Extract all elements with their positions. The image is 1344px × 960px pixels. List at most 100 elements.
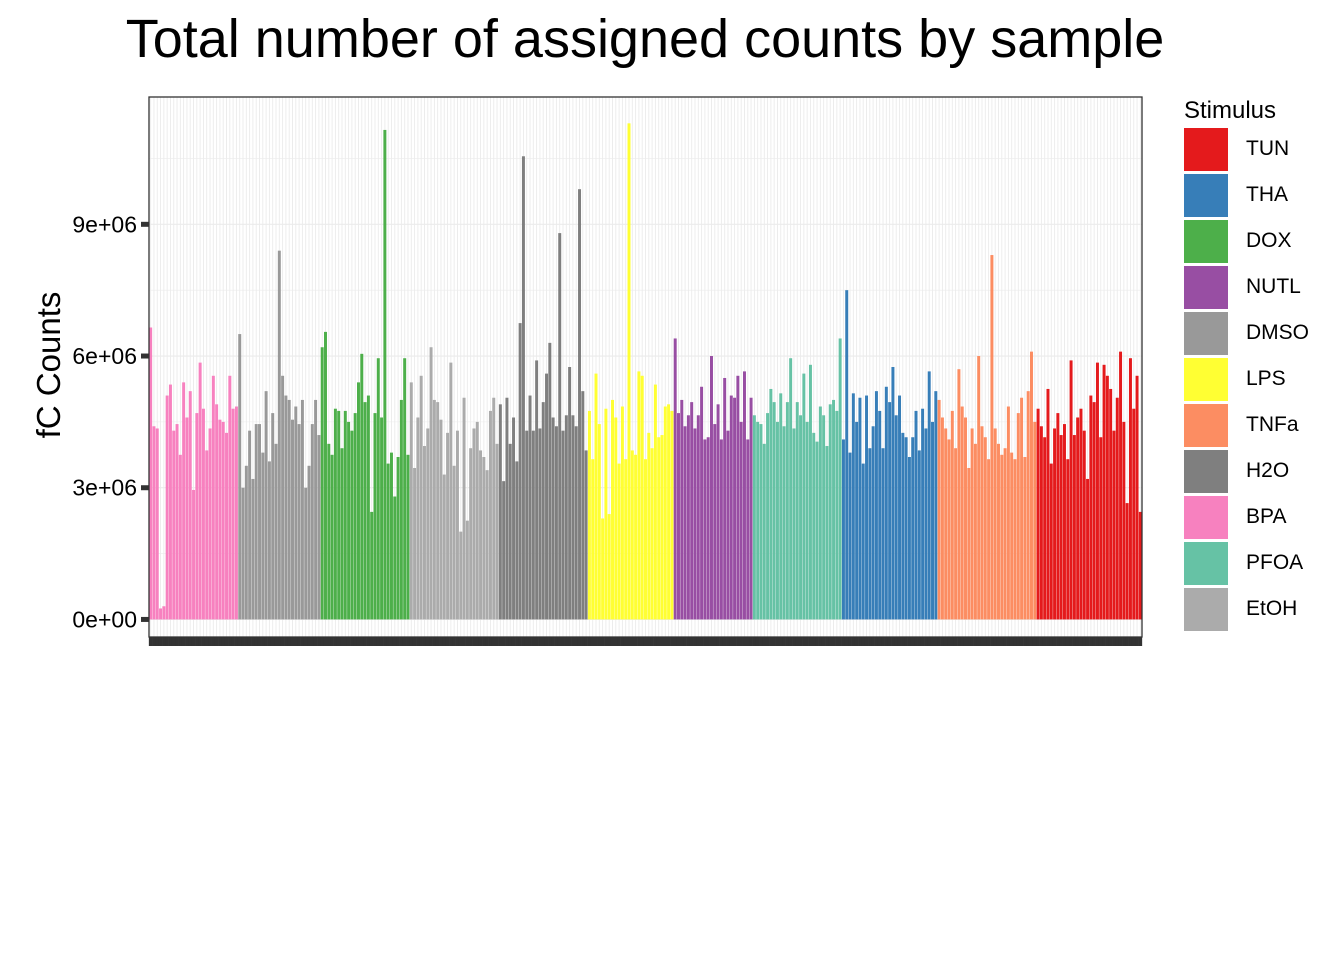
- bar-pfoa-8: [775, 421, 779, 620]
- bar-dox-26: [403, 358, 407, 620]
- y-tick-label: 6e+06: [72, 343, 137, 369]
- bar-pfoa-6: [769, 388, 773, 620]
- bar-dmso-6: [254, 424, 258, 620]
- bar-pfoa-27: [838, 338, 842, 620]
- bar-dox-6: [337, 410, 341, 620]
- bar-h2o-1: [498, 404, 502, 620]
- bar-lps-14: [630, 450, 634, 620]
- bar-tnfa-23: [1010, 452, 1014, 620]
- bar-dox-2: [324, 331, 327, 620]
- bar-dox-7: [340, 448, 344, 620]
- legend-label: PFOA: [1246, 551, 1304, 574]
- bar-etoh-13: [449, 362, 453, 620]
- bar-tnfa-5: [950, 410, 954, 620]
- bar-bpa-22: [218, 419, 222, 620]
- bar-dmso-1: [238, 334, 242, 620]
- bar-bpa-11: [182, 382, 186, 620]
- bar-lps-5: [601, 518, 605, 620]
- bar-etoh-18: [465, 520, 469, 620]
- bar-bpa-8: [172, 430, 176, 620]
- bar-lps-17: [640, 375, 644, 620]
- bar-tun-22: [1105, 375, 1109, 620]
- bar-etoh-2: [413, 467, 417, 620]
- bar-lps-2: [591, 459, 595, 620]
- bar-tnfa-22: [1006, 406, 1010, 620]
- bar-tun-26: [1119, 351, 1123, 620]
- legend-swatch: [1184, 357, 1228, 401]
- bar-bpa-20: [211, 375, 215, 620]
- bar-tun-14: [1079, 408, 1083, 620]
- bar-pfoa-14: [795, 402, 799, 620]
- bar-etoh-26: [492, 397, 496, 620]
- bar-tun-29: [1128, 358, 1132, 620]
- bar-tnfa-19: [997, 443, 1000, 620]
- bar-dox-5: [333, 408, 337, 620]
- bar-dmso-2: [241, 487, 245, 620]
- bar-tnfa-26: [1020, 397, 1024, 620]
- legend-item-dox: DOX: [1184, 218, 1309, 264]
- bar-pfoa-20: [815, 441, 819, 620]
- bar-tha-2: [845, 290, 849, 620]
- bar-tun-28: [1125, 503, 1129, 620]
- bar-tun-8: [1059, 435, 1063, 620]
- legend-item-bpa: BPA: [1184, 494, 1309, 540]
- bar-pfoa-23: [825, 446, 829, 620]
- bar-nutl-16: [723, 377, 727, 620]
- bar-h2o-11: [531, 430, 535, 620]
- bar-nutl-23: [746, 439, 750, 620]
- bar-tnfa-12: [973, 443, 977, 620]
- bar-bpa-18: [205, 450, 209, 620]
- bar-dmso-25: [317, 435, 321, 620]
- bar-lps-7: [607, 514, 611, 620]
- bar-bpa-10: [178, 454, 182, 620]
- bar-bpa-5: [162, 606, 166, 620]
- bar-tha-27: [927, 371, 931, 620]
- bar-nutl-21: [739, 421, 743, 620]
- bar-lps-26: [670, 410, 674, 620]
- bar-pfoa-12: [789, 358, 793, 620]
- bar-tha-9: [868, 448, 872, 620]
- bar-tha-25: [921, 408, 925, 620]
- bar-tun-6: [1053, 428, 1057, 620]
- bar-bpa-7: [168, 384, 172, 620]
- bar-pfoa-25: [832, 399, 836, 620]
- legend-item-lps: LPS: [1184, 356, 1309, 402]
- bar-pfoa-1: [752, 415, 756, 620]
- bar-tnfa-8: [960, 406, 964, 620]
- legend-swatch: [1184, 173, 1228, 217]
- bar-etoh-4: [419, 375, 423, 620]
- bar-tha-1: [841, 439, 845, 620]
- bar-tha-16: [891, 367, 895, 620]
- bar-tha-8: [865, 395, 869, 620]
- bar-h2o-8: [521, 156, 525, 620]
- bar-tun-16: [1086, 478, 1090, 620]
- bar-pfoa-24: [828, 404, 832, 620]
- bar-tnfa-4: [947, 439, 951, 620]
- bar-tun-23: [1109, 388, 1113, 620]
- bar-nutl-10: [703, 439, 707, 620]
- legend-label: THA: [1246, 183, 1288, 206]
- bar-h2o-22: [568, 367, 572, 620]
- bar-tha-3: [848, 452, 852, 620]
- legend-swatch: [1184, 311, 1228, 355]
- bar-h2o-26: [581, 391, 585, 620]
- bar-etoh-5: [422, 446, 426, 620]
- bar-dmso-7: [258, 424, 261, 620]
- bar-tnfa-24: [1013, 459, 1017, 620]
- bar-bpa-13: [188, 391, 192, 620]
- bar-tnfa-16: [987, 459, 991, 620]
- bar-lps-16: [637, 371, 641, 620]
- bar-tun-10: [1066, 459, 1070, 620]
- bar-tha-7: [861, 463, 865, 620]
- bar-pfoa-4: [762, 443, 766, 620]
- bar-etoh-6: [426, 428, 430, 620]
- bar-nutl-9: [700, 386, 704, 620]
- bar-dox-15: [366, 395, 370, 620]
- bar-tha-5: [855, 421, 859, 620]
- bar-h2o-18: [554, 426, 558, 620]
- bar-etoh-16: [459, 531, 463, 620]
- bar-nutl-7: [693, 428, 697, 620]
- bar-tha-23: [914, 410, 918, 620]
- bar-dox-10: [350, 430, 354, 620]
- bar-tnfa-14: [980, 426, 984, 620]
